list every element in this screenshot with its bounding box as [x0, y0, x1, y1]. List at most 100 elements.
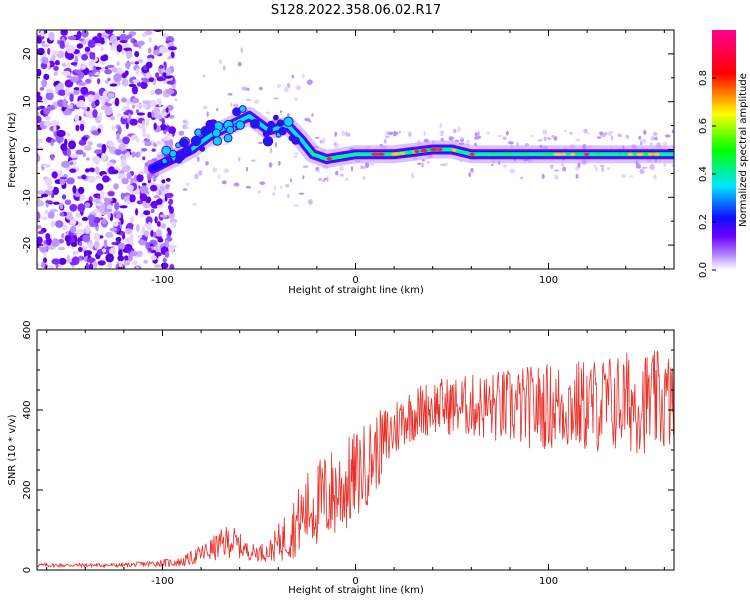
noise-blob — [47, 185, 54, 192]
noise-blob — [164, 251, 170, 258]
noise-blob — [75, 149, 84, 155]
noise-blob — [51, 238, 60, 247]
ridge-blob — [182, 146, 192, 156]
ridge-hotspot — [429, 147, 439, 152]
noise-blob — [491, 163, 494, 167]
noise-blob — [609, 131, 614, 134]
y-tick-label: 10 — [22, 95, 33, 108]
noise-blob — [87, 214, 96, 222]
noise-blob — [123, 255, 129, 261]
noise-blob — [76, 229, 85, 235]
y-tick-label: -10 — [22, 189, 33, 205]
noise-blob — [97, 78, 101, 85]
noise-blob — [459, 139, 465, 142]
noise-blob — [105, 253, 115, 263]
noise-blob — [92, 198, 101, 202]
noise-blob — [160, 223, 167, 229]
noise-blob — [245, 99, 252, 102]
noise-blob — [339, 166, 345, 171]
noise-blob — [142, 79, 150, 83]
noise-blob — [182, 188, 188, 191]
ridge-blob — [208, 120, 214, 127]
noise-blob — [90, 168, 95, 173]
noise-blob — [92, 155, 101, 164]
ridge-hotspot — [522, 152, 530, 156]
spectrogram-marks — [37, 30, 674, 269]
noise-blob — [54, 60, 60, 66]
noise-blob — [132, 104, 136, 109]
noise-blob — [39, 86, 45, 91]
noise-blob — [157, 237, 164, 243]
y-tick-label: 400 — [22, 400, 33, 419]
noise-blob — [124, 61, 131, 69]
noise-blob — [326, 176, 329, 183]
y-tick-label: -20 — [22, 237, 33, 253]
noise-blob — [185, 182, 190, 186]
noise-blob — [61, 70, 71, 76]
noise-blob — [385, 130, 389, 136]
noise-blob — [62, 110, 72, 116]
noise-blob — [285, 184, 290, 188]
noise-blob — [166, 80, 175, 85]
noise-blob — [111, 125, 116, 131]
noise-blob — [129, 233, 134, 242]
noise-blob — [107, 77, 111, 82]
noise-blob — [162, 33, 169, 39]
noise-blob — [94, 240, 100, 249]
noise-blob — [156, 204, 163, 209]
noise-blob — [109, 227, 118, 232]
ridge-hotspot — [553, 152, 563, 156]
noise-blob — [129, 216, 135, 223]
noise-blob — [168, 126, 177, 135]
noise-blob — [126, 184, 134, 192]
noise-blob — [86, 257, 96, 264]
noise-blob — [126, 172, 132, 180]
noise-blob — [273, 97, 279, 100]
noise-blob — [37, 211, 41, 221]
colorbar-label: Normalized spectral amplitude — [738, 73, 749, 227]
noise-blob — [37, 138, 42, 143]
noise-blob — [477, 130, 480, 136]
noise-blob — [110, 169, 119, 174]
ridge-hotspot — [543, 152, 552, 156]
noise-blob — [362, 176, 366, 180]
noise-blob — [110, 45, 115, 51]
noise-blob — [163, 112, 168, 117]
noise-blob — [89, 51, 94, 60]
noise-blob — [159, 214, 168, 218]
ridge-hotspot — [617, 152, 623, 156]
noise-blob — [155, 72, 160, 78]
noise-blob — [294, 97, 299, 101]
colorbar: 0.0 0.2 0.4 0.6 0.8 Normalized spectral ampl… — [698, 30, 749, 278]
noise-blob — [611, 135, 614, 141]
noise-blob — [135, 151, 141, 158]
noise-blob — [230, 102, 233, 107]
x-tick-label: 0 — [352, 275, 358, 286]
noise-blob — [155, 244, 159, 253]
noise-blob — [37, 91, 41, 97]
noise-blob — [308, 199, 313, 205]
noise-blob — [561, 163, 564, 167]
noise-blob — [104, 66, 109, 70]
noise-blob — [650, 136, 653, 140]
noise-blob — [37, 111, 40, 117]
noise-blob — [154, 252, 162, 257]
noise-blob — [69, 218, 77, 226]
noise-blob — [167, 55, 172, 60]
noise-blob — [370, 163, 375, 166]
noise-blob — [444, 162, 448, 166]
y-tick-label: 0 — [22, 567, 33, 573]
noise-blob — [621, 174, 627, 178]
noise-blob — [98, 37, 105, 42]
noise-blob — [78, 139, 87, 146]
noise-blob — [150, 200, 159, 209]
noise-blob — [134, 61, 139, 65]
noise-blob — [101, 143, 107, 153]
noise-blob — [46, 237, 52, 246]
noise-blob — [638, 136, 642, 140]
noise-blob — [100, 217, 104, 221]
noise-blob — [314, 136, 320, 139]
noise-blob — [137, 59, 144, 63]
